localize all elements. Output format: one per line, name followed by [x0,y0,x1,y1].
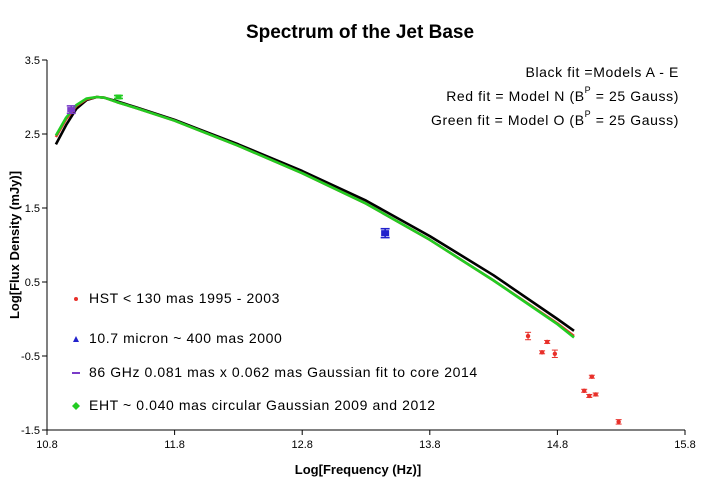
data-points [66,94,622,425]
y-tick-label: -1.5 [21,425,40,437]
legend-marker-triangle [73,336,79,342]
fit-lines [54,95,575,339]
green-fit-line [54,95,575,339]
x-tick-label: 15.8 [674,439,695,451]
y-tick-label: 1.5 [25,203,40,215]
data-point [581,388,587,393]
fit-annotations: Black fit =Models A - E Red fit = Model N… [431,64,679,128]
axes: 10.8 11.8 12.8 13.8 14.8 15.8 -1.5 -0.5 0.5 1.5 2.… [21,55,696,451]
data-point [552,351,558,356]
y-tick-label: 0.5 [25,277,40,289]
x-tick-label: 10.8 [36,439,57,451]
legend-label: HST < 130 mas 1995 - 2003 [89,290,280,306]
x-tick-label: 13.8 [419,439,440,451]
legend-label: EHT ~ 0.040 mas circular Gaussian 2009 a… [89,397,436,413]
y-tick-label: -0.5 [21,351,40,363]
data-point [525,333,531,339]
legend-marker-dash [72,372,80,374]
legend-marker-diamond [72,402,80,410]
data-point [539,350,545,355]
x-tick-label: 12.8 [291,439,312,451]
data-point [67,107,76,113]
data-point [587,393,592,399]
data-point [381,230,390,237]
legend: HST < 130 mas 1995 - 2003 10.7 micron ~ 4… [72,290,478,413]
legend-label: 10.7 micron ~ 400 mas 2000 [89,330,282,346]
data-point [589,374,595,379]
x-tick-label: 14.8 [547,439,568,451]
y-tick-label: 2.5 [25,129,40,141]
y-axis-label: Log[Flux Density (mJy)] [7,171,22,319]
legend-label: 86 GHz 0.081 mas x 0.062 mas Gaussian fi… [89,364,478,380]
data-point [544,339,550,345]
x-tick-label: 11.8 [164,439,185,451]
fit-annotation: Green fit = Model O (BP = 25 Gauss) [431,109,679,128]
data-point [115,94,122,100]
fit-annotation: Red fit = Model N (BP = 25 Gauss) [446,85,679,104]
y-tick-label: 3.5 [25,55,40,67]
chart-title: Spectrum of the Jet Base [246,22,474,43]
x-axis-label: Log[Frequency (Hz)] [295,462,421,477]
data-point [616,419,621,425]
data-point [593,392,598,397]
legend-marker-dot [74,297,78,301]
fit-annotation: Black fit =Models A - E [526,64,679,80]
